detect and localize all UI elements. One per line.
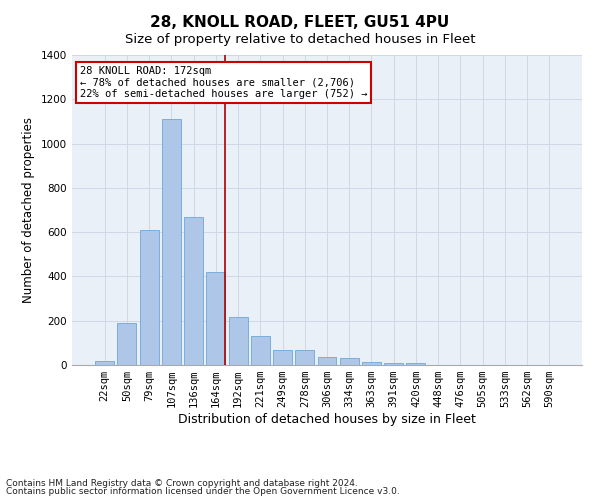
Bar xyxy=(118,323,136,365)
Bar xyxy=(384,363,403,365)
Bar xyxy=(95,360,114,365)
Bar xyxy=(206,272,225,365)
Bar xyxy=(251,336,270,365)
Bar xyxy=(140,230,158,365)
Bar xyxy=(406,363,425,365)
Text: Size of property relative to detached houses in Fleet: Size of property relative to detached ho… xyxy=(125,32,475,46)
Bar xyxy=(273,350,292,365)
Bar xyxy=(295,350,314,365)
Text: 28, KNOLL ROAD, FLEET, GU51 4PU: 28, KNOLL ROAD, FLEET, GU51 4PU xyxy=(151,15,449,30)
Bar xyxy=(362,362,381,365)
Y-axis label: Number of detached properties: Number of detached properties xyxy=(22,117,35,303)
Bar xyxy=(340,358,359,365)
Bar xyxy=(317,357,337,365)
Text: 28 KNOLL ROAD: 172sqm
← 78% of detached houses are smaller (2,706)
22% of semi-d: 28 KNOLL ROAD: 172sqm ← 78% of detached … xyxy=(80,66,367,99)
Bar xyxy=(229,318,248,365)
X-axis label: Distribution of detached houses by size in Fleet: Distribution of detached houses by size … xyxy=(178,413,476,426)
Text: Contains HM Land Registry data © Crown copyright and database right 2024.: Contains HM Land Registry data © Crown c… xyxy=(6,478,358,488)
Bar xyxy=(162,119,181,365)
Bar xyxy=(184,216,203,365)
Text: Contains public sector information licensed under the Open Government Licence v3: Contains public sector information licen… xyxy=(6,487,400,496)
